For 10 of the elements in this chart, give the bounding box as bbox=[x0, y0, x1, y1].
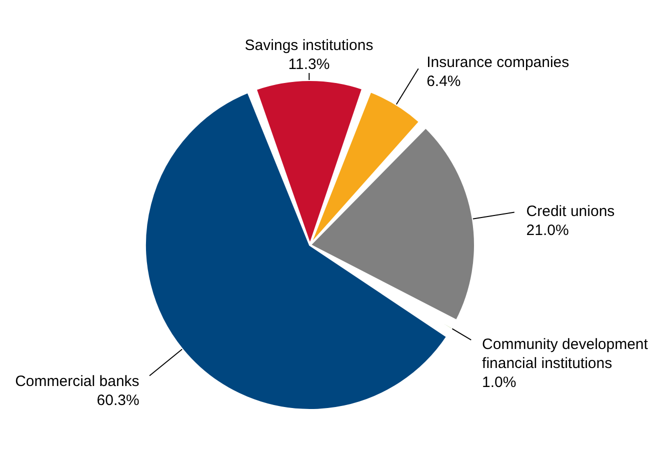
data-label: 1.0% bbox=[482, 374, 516, 391]
slice-label: Commercial banks bbox=[15, 372, 140, 390]
slice-label: Credit unions bbox=[526, 202, 615, 220]
slice-label: Community development financial institutions bbox=[482, 336, 649, 372]
slice-label: Savings institutions bbox=[244, 37, 374, 54]
data-label: 6.4% bbox=[426, 72, 461, 90]
data-label: 21.0% bbox=[526, 222, 569, 239]
data-label: 11.3% bbox=[288, 56, 330, 74]
data-label: 60.3% bbox=[96, 392, 140, 409]
slice-label: Insurance companies bbox=[426, 54, 570, 71]
